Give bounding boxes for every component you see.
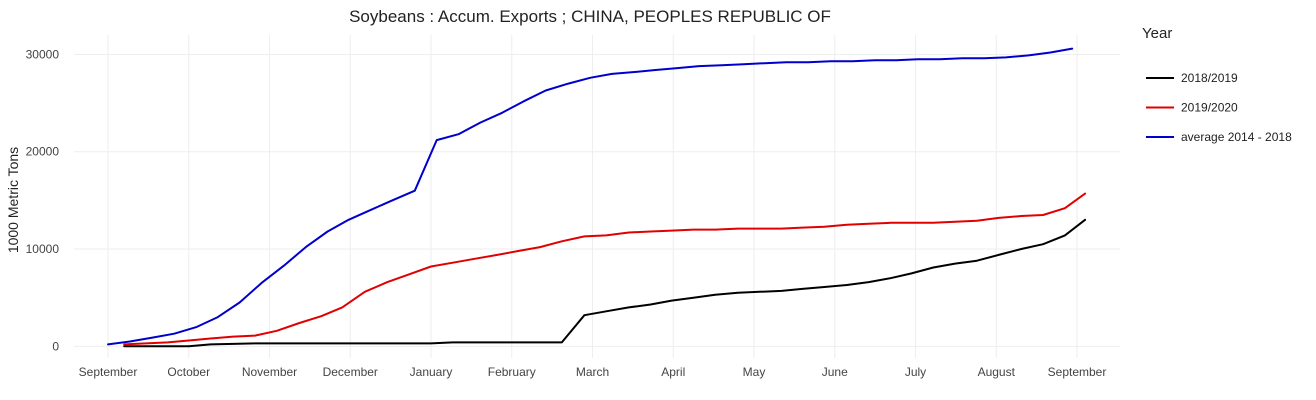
x-tick-label: October (167, 365, 210, 379)
x-tick-label: March (576, 365, 609, 379)
x-tick-label: July (905, 365, 926, 379)
y-tick-label: 20000 (26, 145, 60, 159)
x-tick-label: February (488, 365, 536, 379)
x-tick-label: November (242, 365, 297, 379)
series-line-2018-2019 (123, 218, 1087, 348)
axes: September October November December January F… (26, 47, 1107, 379)
x-tick-label: December (323, 365, 378, 379)
y-tick-label: 0 (52, 339, 59, 353)
x-tick-label: June (822, 365, 848, 379)
x-tick-label: May (743, 365, 766, 379)
y-tick-label: 30000 (26, 47, 60, 61)
legend-title: Year (1142, 25, 1172, 42)
legend-label: average 2014 - 2018 (1181, 130, 1292, 144)
x-tick-label: September (1048, 365, 1107, 379)
x-tick-label: September (79, 365, 138, 379)
series-line-average-2014-2018 (107, 47, 1074, 346)
legend-label: 2019/2020 (1181, 101, 1238, 115)
legend-label: 2018/2019 (1181, 71, 1238, 85)
x-tick-label: August (978, 365, 1016, 379)
y-axis-title: 1000 Metric Tons (5, 147, 21, 253)
gridlines (74, 35, 1120, 358)
legend: Year 2018/2019 2019/2020 average 2014 - 20… (1142, 25, 1292, 144)
x-tick-label: January (410, 365, 453, 379)
series-line-2019-2020 (123, 192, 1087, 346)
chart-title: Soybeans : Accum. Exports ; CHINA, PEOPL… (349, 7, 831, 26)
series-lines (107, 47, 1087, 348)
y-tick-label: 10000 (26, 242, 60, 256)
x-tick-label: April (661, 365, 685, 379)
